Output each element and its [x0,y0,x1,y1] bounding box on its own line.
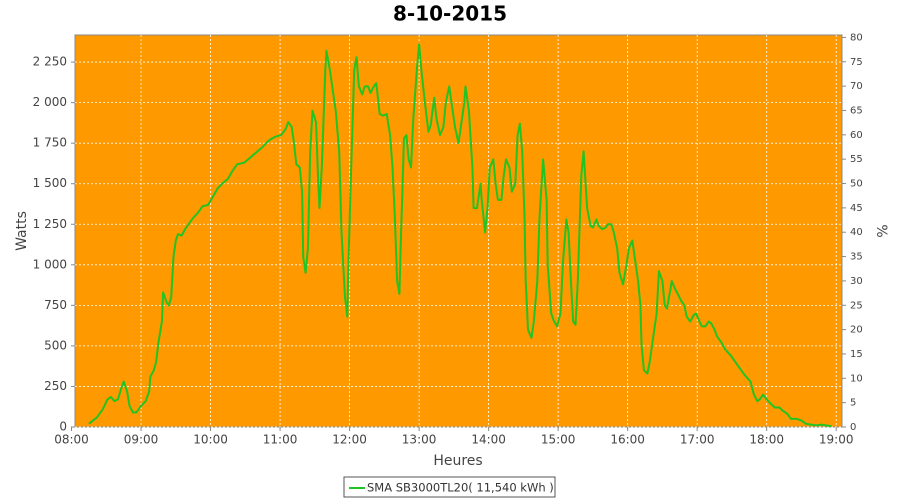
x-tick-label: 10:00 [193,433,228,447]
y-tick-label: 1 750 [33,136,67,150]
y2-tick-label: 25 [850,300,863,311]
x-tick-label: 14:00 [471,433,506,447]
y-tick-label: 1 000 [33,257,67,271]
y-tick-label: 1 250 [33,217,67,231]
plot-area [74,34,843,428]
x-tick-label: 16:00 [610,433,645,447]
y2-tick-label: 50 [850,179,863,190]
y-tick-label: 750 [44,298,67,312]
y2-tick-label: 45 [850,203,863,214]
y2-tick-label: 60 [850,130,863,141]
y2-axis-title: % [873,224,889,237]
y2-tick-label: 10 [850,373,863,384]
y2-tick-label: 35 [850,252,863,263]
y2-tick-label: 70 [850,81,863,92]
x-tick-label: 17:00 [680,433,715,447]
y-tick-label: 2 000 [33,95,67,109]
y-tick-label: 500 [44,338,67,352]
chart-title: 8-10-2015 [393,2,507,26]
y2-tick-label: 0 [850,422,856,433]
y-tick-label: 250 [44,379,67,393]
x-axis-title: Heures [433,453,482,469]
x-tick-label: 09:00 [124,433,159,447]
x-tick-label: 19:00 [819,433,854,447]
legend-label: SMA SB3000TL20( 11,540 kWh ) [367,481,554,495]
y2-tick-label: 55 [850,154,863,165]
x-tick-label: 12:00 [332,433,367,447]
y2-tick-label: 65 [850,105,863,116]
y2-tick-label: 75 [850,57,863,68]
y2-tick-label: 80 [850,32,863,43]
y2-tick-label: 20 [850,325,863,336]
x-tick-label: 15:00 [541,433,576,447]
y-tick-label: 0 [59,420,67,434]
y2-tick-label: 30 [850,276,863,287]
x-tick-label: 11:00 [263,433,298,447]
y2-tick-label: 15 [850,349,863,360]
legend-box [343,476,556,498]
y-tick-label: 2 250 [33,55,67,69]
x-tick-label: 13:00 [402,433,437,447]
y2-tick-label: 5 [850,398,856,409]
x-tick-label: 08:00 [54,433,89,447]
y-tick-label: 1 500 [33,176,67,190]
x-tick-label: 18:00 [749,433,784,447]
y2-tick-label: 40 [850,227,863,238]
data-line [88,43,832,428]
y-axis-title: Watts [14,211,30,251]
